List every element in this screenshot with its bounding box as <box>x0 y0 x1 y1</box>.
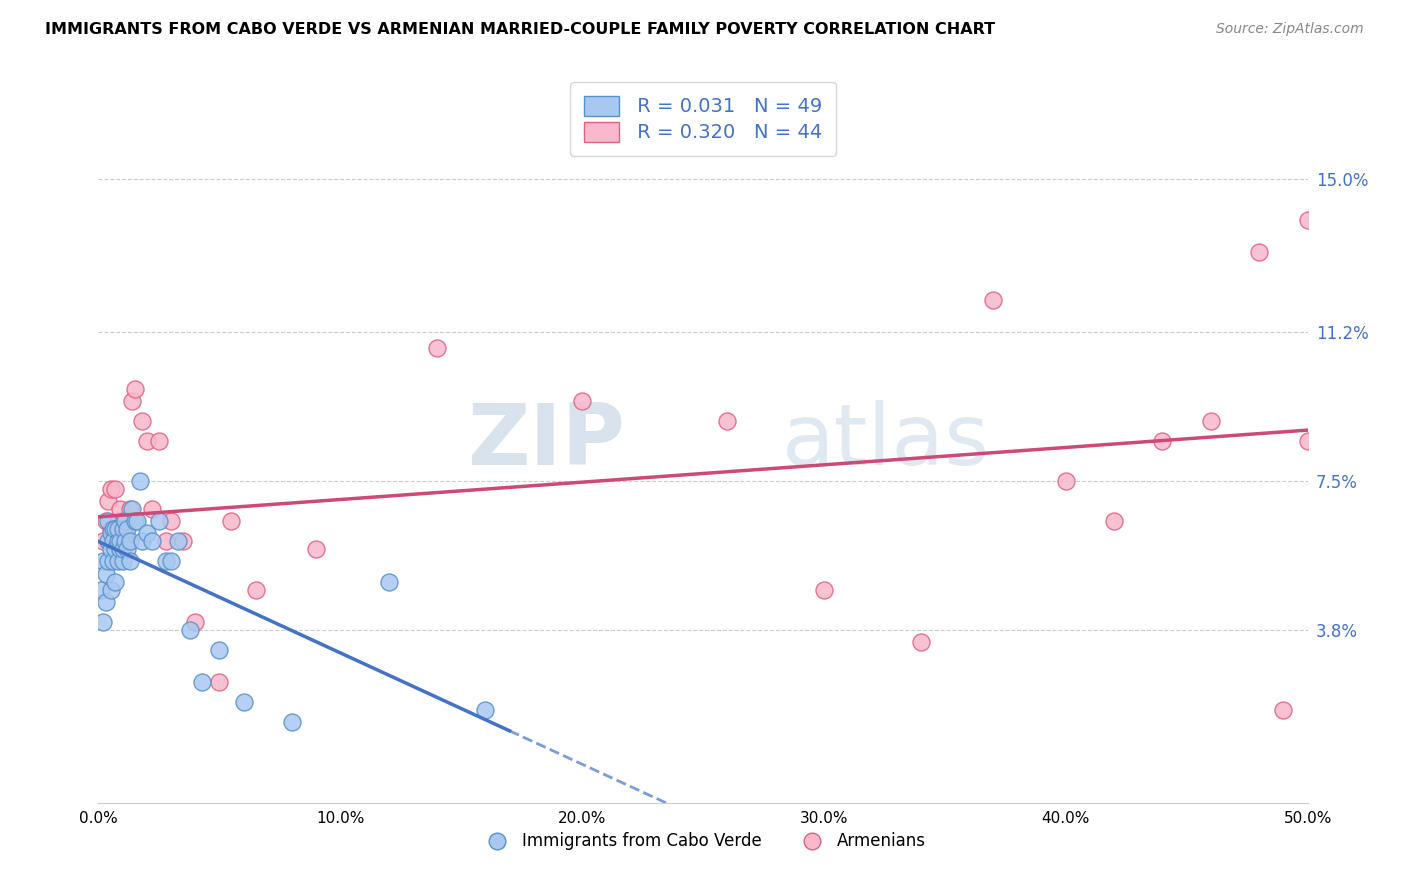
Point <box>813 582 835 597</box>
Point <box>94 566 117 581</box>
Point <box>155 534 177 549</box>
Point <box>111 542 134 557</box>
Text: Source: ZipAtlas.com: Source: ZipAtlas.com <box>1216 22 1364 37</box>
Point <box>160 514 183 528</box>
Point <box>97 554 120 568</box>
Point <box>135 434 157 448</box>
Text: atlas: atlas <box>782 400 990 483</box>
Point <box>172 534 194 549</box>
Point <box>107 554 129 568</box>
Point <box>111 534 134 549</box>
Point <box>117 522 139 536</box>
Point <box>108 542 131 557</box>
Point <box>131 534 153 549</box>
Point <box>117 542 139 557</box>
Point <box>124 382 146 396</box>
Point <box>148 434 170 448</box>
Point <box>571 393 593 408</box>
Point <box>97 534 120 549</box>
Point <box>141 502 163 516</box>
Point <box>1249 244 1271 259</box>
Point <box>148 514 170 528</box>
Point <box>100 582 122 597</box>
Point <box>160 554 183 568</box>
Point <box>135 526 157 541</box>
Point <box>131 414 153 428</box>
Point <box>208 643 231 657</box>
Point <box>118 534 141 549</box>
Point <box>377 574 399 589</box>
Point <box>111 514 134 528</box>
Point <box>111 554 134 568</box>
Point <box>141 534 163 549</box>
Point <box>114 514 136 528</box>
Point <box>104 574 127 589</box>
Point <box>107 534 129 549</box>
Point <box>127 514 149 528</box>
Point <box>97 514 120 528</box>
Point <box>104 522 127 536</box>
Point <box>94 514 117 528</box>
Point <box>221 514 243 528</box>
Point <box>981 293 1004 307</box>
Point <box>1296 434 1319 448</box>
Point <box>426 342 449 356</box>
Point <box>1199 414 1222 428</box>
Point <box>91 554 114 568</box>
Text: ZIP: ZIP <box>467 400 624 483</box>
Point <box>155 554 177 568</box>
Point <box>128 474 150 488</box>
Point <box>121 502 143 516</box>
Point <box>104 482 127 496</box>
Point <box>245 582 267 597</box>
Point <box>100 542 122 557</box>
Point <box>91 534 114 549</box>
Point <box>167 534 190 549</box>
Point <box>474 703 496 717</box>
Text: IMMIGRANTS FROM CABO VERDE VS ARMENIAN MARRIED-COUPLE FAMILY POVERTY CORRELATION: IMMIGRANTS FROM CABO VERDE VS ARMENIAN M… <box>45 22 995 37</box>
Point <box>281 715 304 730</box>
Point <box>208 675 231 690</box>
Point <box>104 542 127 557</box>
Point <box>104 522 127 536</box>
Point <box>97 494 120 508</box>
Point <box>184 615 207 629</box>
Point <box>1272 703 1295 717</box>
Point <box>94 595 117 609</box>
Point <box>114 534 136 549</box>
Point <box>101 534 124 549</box>
Point <box>107 534 129 549</box>
Point <box>91 615 114 629</box>
Point <box>1152 434 1174 448</box>
Point <box>118 502 141 516</box>
Point <box>100 526 122 541</box>
Point <box>1102 514 1125 528</box>
Point <box>107 514 129 528</box>
Point <box>114 522 136 536</box>
Point <box>910 635 932 649</box>
Point <box>117 534 139 549</box>
Point <box>121 393 143 408</box>
Point <box>232 695 254 709</box>
Point <box>100 522 122 536</box>
Legend: Immigrants from Cabo Verde, Armenians: Immigrants from Cabo Verde, Armenians <box>474 826 932 857</box>
Point <box>108 502 131 516</box>
Point <box>107 522 129 536</box>
Point <box>101 522 124 536</box>
Point <box>90 582 112 597</box>
Point <box>118 554 141 568</box>
Point <box>101 534 124 549</box>
Point <box>191 675 214 690</box>
Point <box>108 534 131 549</box>
Point <box>101 554 124 568</box>
Point <box>305 542 328 557</box>
Point <box>111 522 134 536</box>
Point <box>100 482 122 496</box>
Point <box>124 514 146 528</box>
Point <box>1054 474 1077 488</box>
Point <box>716 414 738 428</box>
Point <box>1296 212 1319 227</box>
Point <box>179 623 201 637</box>
